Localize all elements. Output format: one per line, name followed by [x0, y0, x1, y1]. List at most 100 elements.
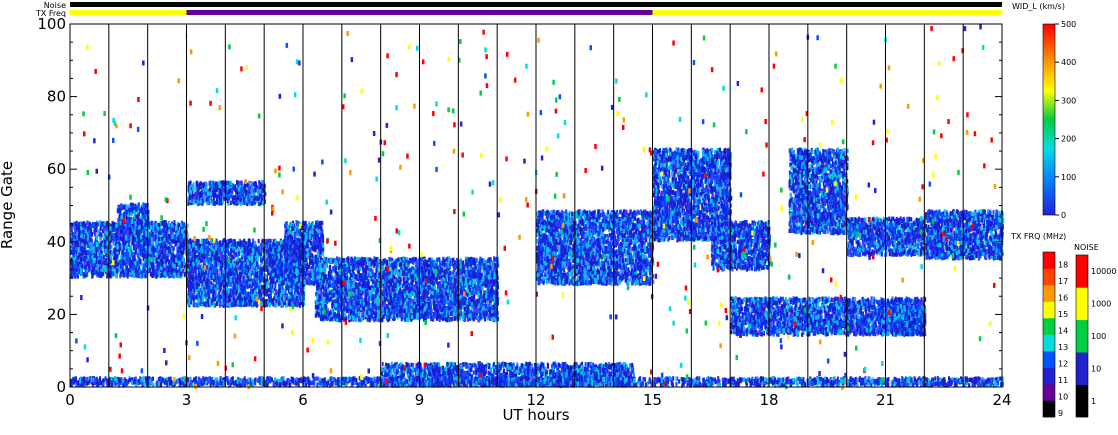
echo-cell — [196, 239, 198, 243]
echo-cell — [232, 259, 234, 263]
echo-cell — [276, 267, 278, 271]
echo-cell — [219, 277, 221, 281]
echo-cell — [219, 272, 221, 276]
echo-cell — [248, 296, 250, 300]
echo-cell — [262, 239, 264, 243]
echo-cell — [94, 232, 96, 236]
echo-cell — [294, 298, 296, 302]
echo-cell — [192, 253, 194, 257]
echo-cell — [125, 236, 127, 240]
echo-cell — [80, 268, 82, 272]
echo-cell — [72, 272, 74, 276]
echo-cell — [193, 288, 195, 292]
echo-cell — [145, 210, 147, 214]
echo-cell — [100, 237, 102, 241]
echo-cell — [216, 301, 218, 305]
echo-cell — [75, 255, 77, 259]
echo-cell — [134, 230, 136, 234]
echo-cell — [240, 283, 242, 287]
echo-cell — [106, 221, 108, 225]
echo-cell — [233, 297, 235, 301]
echo-cell — [281, 257, 283, 261]
echo-cell — [201, 264, 203, 268]
echo-cell — [244, 281, 246, 285]
echo-cell — [132, 237, 134, 241]
echo-cell — [102, 268, 104, 272]
echo-cell — [189, 298, 191, 302]
echo-cell — [196, 303, 198, 307]
echo-cell — [267, 301, 269, 305]
echo-cell — [141, 219, 143, 223]
echo-cell — [242, 269, 244, 273]
echo-cell — [112, 272, 114, 276]
echo-cell — [118, 237, 120, 241]
echo-cell — [228, 295, 230, 299]
echo-cell — [267, 271, 269, 275]
echo-cell — [236, 286, 238, 290]
echo-cell — [97, 248, 99, 252]
echo-cell — [183, 242, 185, 246]
echo-cell — [118, 233, 120, 237]
echo-cell — [128, 236, 130, 240]
echo-cell — [210, 289, 212, 293]
echo-cell — [221, 247, 223, 251]
echo-cell — [249, 274, 251, 278]
echo-cell — [135, 248, 137, 252]
echo-cell — [132, 203, 134, 207]
echo-cell — [144, 216, 146, 220]
echo-cell — [250, 262, 252, 266]
echo-cell — [193, 298, 195, 302]
echo-cell — [282, 274, 284, 278]
echo-cell — [254, 252, 256, 256]
echo-cell — [124, 205, 126, 209]
echo-cell — [137, 262, 139, 266]
echo-cell — [276, 256, 278, 260]
echo-cell — [73, 222, 75, 226]
echo-cell — [78, 222, 80, 226]
echo-cell — [162, 266, 164, 270]
echo-cell — [266, 265, 268, 269]
echo-cell — [175, 240, 177, 244]
echo-cell — [275, 303, 277, 307]
echo-cell — [277, 274, 279, 278]
echo-cell — [178, 230, 180, 234]
echo-cell — [83, 272, 85, 276]
echo-cell — [166, 250, 168, 254]
echo-cell — [130, 212, 132, 216]
echo-cell — [174, 234, 176, 238]
echo-cell — [88, 265, 90, 269]
echo-cell — [73, 246, 75, 250]
echo-cell — [120, 265, 122, 269]
echo-cell — [91, 263, 93, 267]
echo-cell — [221, 254, 223, 258]
echo-cell — [278, 247, 280, 251]
echo-cell — [187, 240, 189, 244]
echo-cell — [116, 262, 118, 266]
echo-cell — [248, 256, 250, 260]
echo-cell — [132, 270, 134, 274]
echo-cell — [121, 245, 123, 249]
echo-cell — [95, 260, 97, 264]
echo-cell — [143, 248, 145, 252]
echo-cell — [246, 274, 248, 278]
echo-cell — [71, 228, 73, 232]
echo-cell — [111, 251, 113, 255]
echo-cell — [240, 264, 242, 268]
echo-cell — [270, 248, 272, 252]
echo-cell — [247, 261, 249, 265]
echo-cell — [75, 261, 77, 265]
echo-cell — [139, 251, 141, 255]
echo-cell — [252, 248, 254, 252]
txfreq-segment — [653, 10, 1003, 15]
echo-cell — [265, 239, 267, 243]
echo-cell — [204, 301, 206, 305]
echo-cell — [143, 204, 145, 208]
echo-cell — [129, 226, 131, 230]
echo-cell — [235, 299, 237, 303]
echo-cell — [218, 263, 220, 267]
echo-cell — [110, 226, 112, 230]
echo-cell — [218, 257, 220, 261]
echo-cell — [84, 248, 86, 252]
echo-cell — [117, 209, 119, 213]
